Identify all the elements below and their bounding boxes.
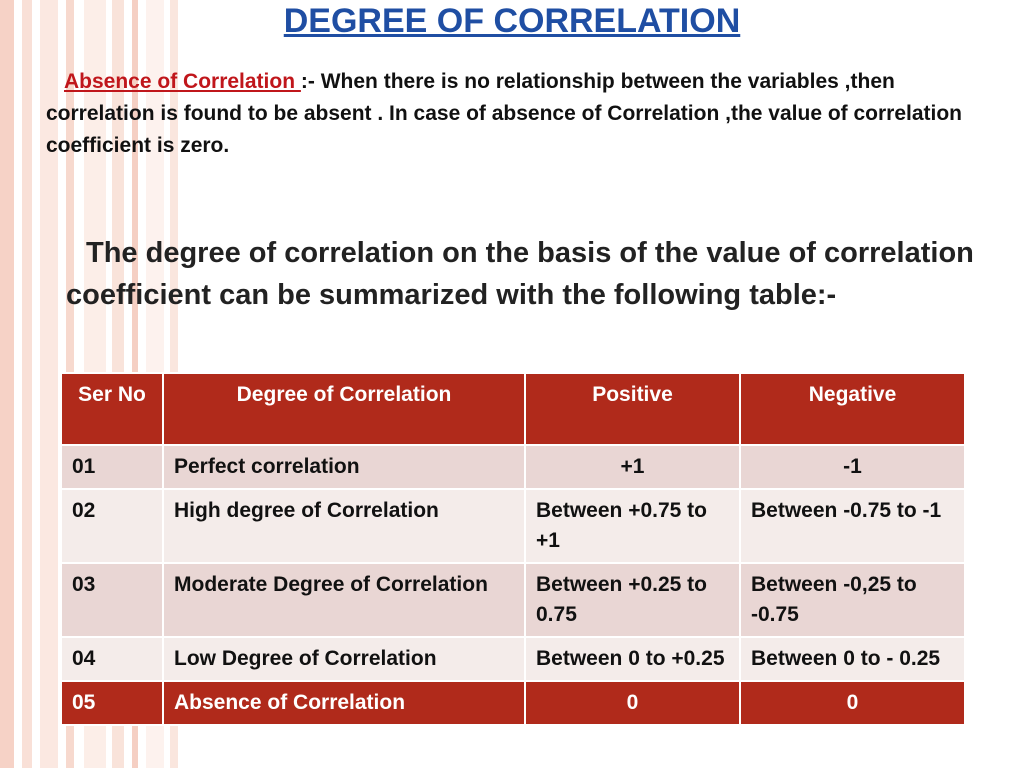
cell-negative: Between -0,25 to -0.75 bbox=[739, 562, 966, 638]
cell-ser: 05 bbox=[60, 680, 164, 726]
header-degree: Degree of Correlation bbox=[162, 372, 526, 446]
table-row: 01 Perfect correlation +1 -1 bbox=[60, 444, 966, 490]
cell-ser: 04 bbox=[60, 636, 164, 682]
table-row: 02 High degree of Correlation Between +0… bbox=[60, 488, 966, 564]
cell-degree: Perfect correlation bbox=[162, 444, 526, 490]
table-row: 04 Low Degree of Correlation Between 0 t… bbox=[60, 636, 966, 682]
cell-positive: Between +0.25 to 0.75 bbox=[524, 562, 741, 638]
absence-label: Absence of Correlation bbox=[64, 70, 301, 93]
cell-degree: Moderate Degree of Correlation bbox=[162, 562, 526, 638]
cell-negative: Between 0 to - 0.25 bbox=[739, 636, 966, 682]
absence-paragraph: Absence of Correlation :- When there is … bbox=[46, 66, 976, 162]
cell-positive: Between 0 to +0.25 bbox=[524, 636, 741, 682]
cell-ser: 02 bbox=[60, 488, 164, 564]
cell-positive: +1 bbox=[524, 444, 741, 490]
cell-negative: Between -0.75 to -1 bbox=[739, 488, 966, 564]
absence-text: :- When there is no relationship between… bbox=[46, 70, 963, 157]
header-negative: Negative bbox=[739, 372, 966, 446]
header-ser-no: Ser No bbox=[60, 372, 164, 446]
cell-negative: 0 bbox=[739, 680, 966, 726]
cell-ser: 03 bbox=[60, 562, 164, 638]
table-row: 03 Moderate Degree of Correlation Betwee… bbox=[60, 562, 966, 638]
cell-degree: Low Degree of Correlation bbox=[162, 636, 526, 682]
cell-ser: 01 bbox=[60, 444, 164, 490]
cell-degree: High degree of Correlation bbox=[162, 488, 526, 564]
cell-positive: 0 bbox=[524, 680, 741, 726]
cell-negative: -1 bbox=[739, 444, 966, 490]
header-positive: Positive bbox=[524, 372, 741, 446]
page-title: DEGREE OF CORRELATION bbox=[283, 2, 741, 40]
cell-degree: Absence of Correlation bbox=[162, 680, 526, 726]
table-row-highlighted: 05 Absence of Correlation 0 0 bbox=[60, 680, 966, 726]
cell-positive: Between +0.75 to +1 bbox=[524, 488, 741, 564]
summary-paragraph: The degree of correlation on the basis o… bbox=[66, 237, 974, 311]
table-header-row: Ser No Degree of Correlation Positive Ne… bbox=[60, 372, 966, 446]
degree-table: Ser No Degree of Correlation Positive Ne… bbox=[60, 372, 966, 726]
